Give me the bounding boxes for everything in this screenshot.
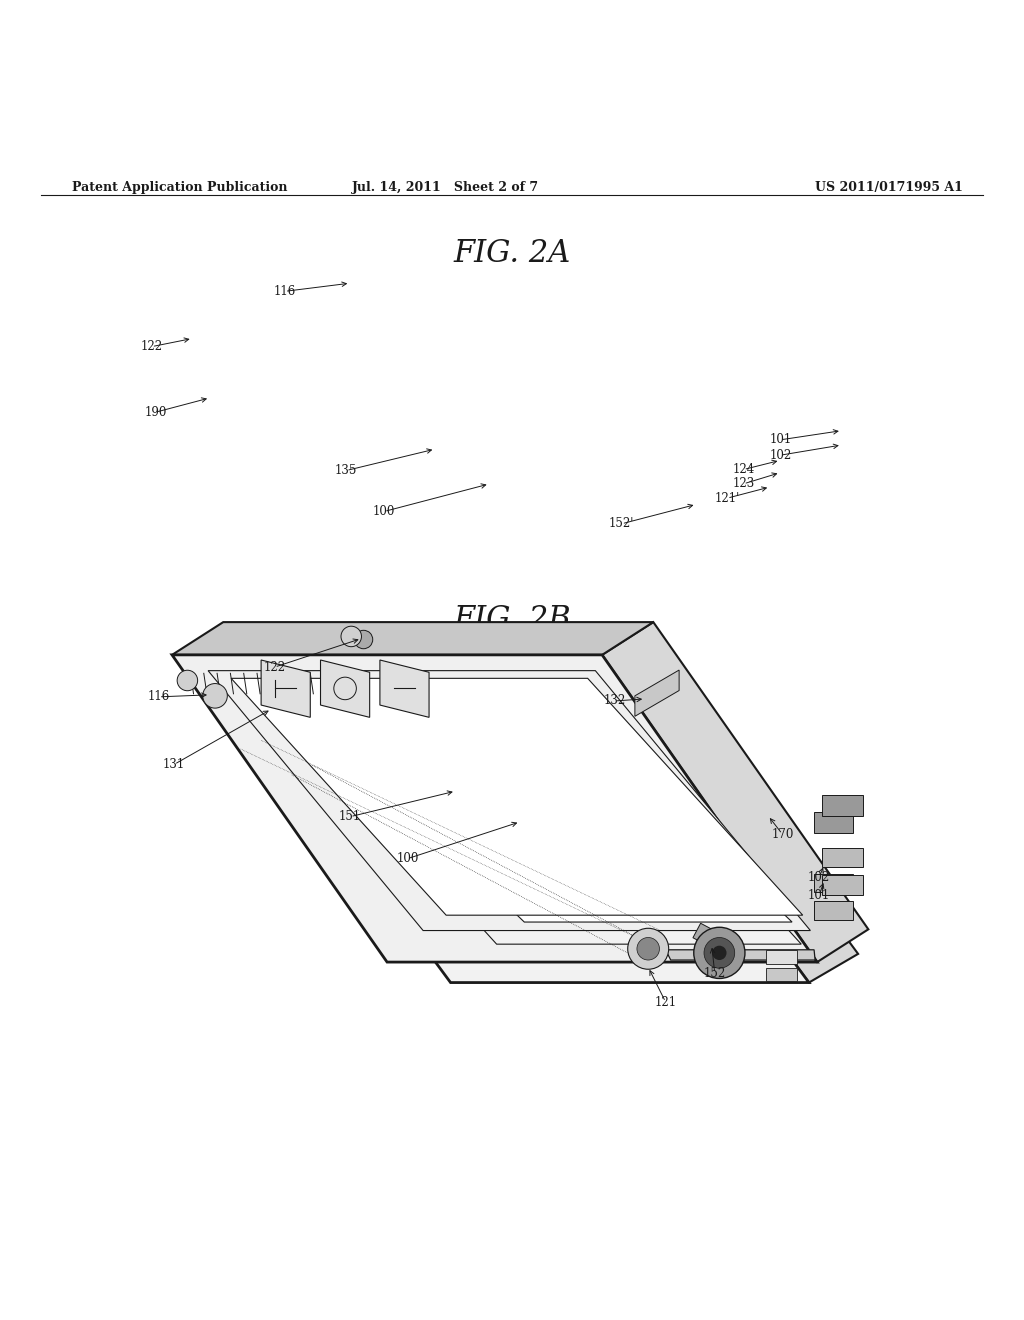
Text: 102: 102 bbox=[769, 449, 792, 462]
Text: 101: 101 bbox=[808, 890, 830, 902]
Polygon shape bbox=[208, 671, 810, 931]
Polygon shape bbox=[822, 796, 863, 816]
Text: FIG. 2A: FIG. 2A bbox=[454, 238, 570, 269]
Text: 122: 122 bbox=[140, 341, 163, 354]
Text: 170: 170 bbox=[771, 828, 794, 841]
Circle shape bbox=[354, 631, 373, 648]
Circle shape bbox=[713, 945, 727, 960]
Polygon shape bbox=[814, 902, 853, 920]
Polygon shape bbox=[231, 678, 803, 915]
Text: 152: 152 bbox=[703, 966, 726, 979]
Text: 122: 122 bbox=[263, 661, 286, 673]
Polygon shape bbox=[822, 847, 863, 867]
Text: 190: 190 bbox=[144, 405, 167, 418]
Polygon shape bbox=[579, 642, 858, 982]
Polygon shape bbox=[220, 642, 628, 671]
Polygon shape bbox=[220, 671, 809, 982]
Circle shape bbox=[705, 937, 735, 969]
Text: Jul. 14, 2011   Sheet 2 of 7: Jul. 14, 2011 Sheet 2 of 7 bbox=[352, 181, 539, 194]
Polygon shape bbox=[814, 874, 853, 892]
Circle shape bbox=[177, 671, 198, 690]
Text: 116: 116 bbox=[273, 285, 296, 298]
Text: 100: 100 bbox=[396, 853, 419, 865]
Polygon shape bbox=[380, 660, 429, 717]
Polygon shape bbox=[294, 700, 793, 923]
Text: 152': 152' bbox=[609, 517, 634, 531]
Circle shape bbox=[341, 626, 361, 647]
Polygon shape bbox=[261, 660, 310, 717]
Circle shape bbox=[203, 684, 227, 708]
Text: FIG. 2B: FIG. 2B bbox=[454, 603, 570, 635]
Text: 132: 132 bbox=[603, 694, 626, 708]
Polygon shape bbox=[822, 875, 863, 895]
Text: 121: 121 bbox=[654, 995, 677, 1008]
Polygon shape bbox=[766, 969, 797, 981]
Polygon shape bbox=[172, 655, 817, 962]
Text: US 2011/0171995 A1: US 2011/0171995 A1 bbox=[815, 181, 963, 194]
Text: Patent Application Publication: Patent Application Publication bbox=[72, 181, 287, 194]
Text: 123: 123 bbox=[732, 478, 755, 490]
Polygon shape bbox=[321, 660, 370, 717]
Text: 121': 121' bbox=[715, 492, 739, 504]
Text: 116: 116 bbox=[147, 690, 170, 704]
Circle shape bbox=[637, 937, 659, 960]
Text: 131: 131 bbox=[163, 758, 185, 771]
Polygon shape bbox=[666, 950, 815, 960]
Polygon shape bbox=[766, 950, 797, 964]
Polygon shape bbox=[635, 671, 679, 717]
Text: 124: 124 bbox=[732, 463, 755, 477]
Polygon shape bbox=[814, 812, 853, 833]
Polygon shape bbox=[602, 622, 868, 962]
Text: 101: 101 bbox=[769, 433, 792, 446]
Text: 100: 100 bbox=[373, 506, 395, 517]
Circle shape bbox=[628, 928, 669, 969]
Polygon shape bbox=[172, 622, 653, 655]
Polygon shape bbox=[266, 690, 802, 944]
Polygon shape bbox=[693, 923, 738, 958]
Text: 102: 102 bbox=[808, 871, 830, 883]
Text: 135: 135 bbox=[335, 465, 357, 477]
Text: 151: 151 bbox=[339, 810, 361, 824]
Circle shape bbox=[694, 927, 745, 978]
